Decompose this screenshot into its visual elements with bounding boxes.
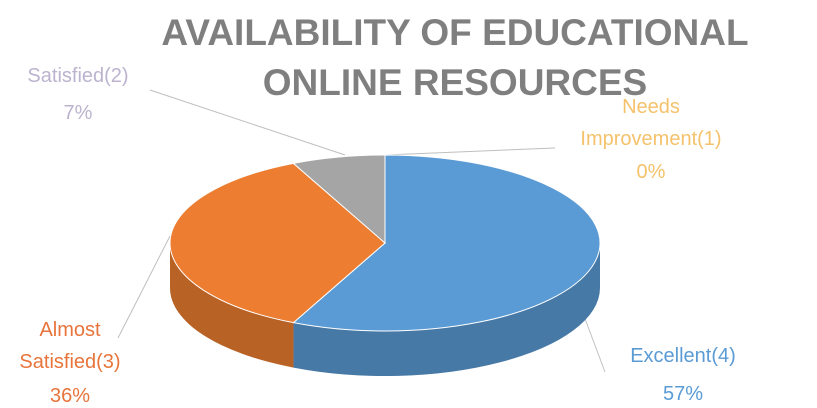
pie-slice: [292, 154, 601, 332]
pie-side: [293, 243, 600, 376]
slice-label: Satisfied(2): [27, 65, 129, 87]
chart-title: AVAILABILITY OF EDUCATIONAL ONLINE RESOU…: [161, 12, 749, 103]
slice-label: Almost Satisfied(3): [19, 319, 121, 373]
pie-tops: [169, 154, 601, 332]
leader-line: [384, 147, 556, 156]
value-label: 36%: [49, 385, 91, 407]
pie-slice: [169, 162, 386, 324]
slice-label: Excellent(4): [630, 345, 736, 367]
leader-line: [149, 89, 346, 156]
value-label: 0%: [636, 161, 666, 183]
leader-line: [117, 235, 171, 339]
value-label: 7%: [63, 102, 93, 124]
slice-label: Needs Improvement(1): [580, 96, 722, 150]
value-label: 57%: [662, 383, 704, 405]
pie-slice: [292, 154, 386, 245]
